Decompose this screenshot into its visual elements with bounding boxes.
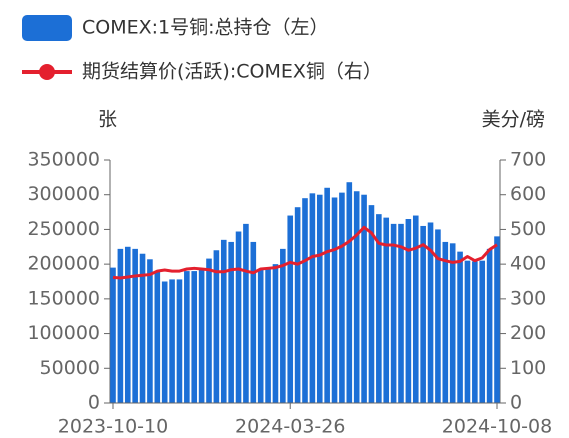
bar [302, 198, 308, 403]
bar [169, 279, 175, 403]
bar [243, 223, 249, 403]
bar [339, 192, 345, 403]
bar [494, 236, 500, 403]
legend-swatch [22, 15, 72, 41]
bar [184, 271, 190, 403]
bar [139, 253, 146, 403]
bar [427, 222, 434, 403]
y-tick-label: 250000 [27, 218, 100, 240]
bar [420, 225, 426, 403]
bar [449, 243, 456, 403]
bar [147, 259, 153, 403]
bar [346, 182, 353, 403]
bar [464, 260, 471, 403]
line [112, 225, 498, 280]
bar [287, 215, 294, 403]
bar [398, 223, 404, 403]
bar [361, 194, 367, 403]
bar [272, 264, 279, 403]
bar [390, 223, 397, 403]
y-tick-label: 100000 [27, 322, 100, 344]
bar [228, 241, 234, 403]
y2-tick-label: 600 [510, 183, 546, 205]
bar [324, 187, 330, 403]
y2-tick-label: 200 [510, 322, 546, 344]
bar [250, 241, 257, 403]
x-tick-label: 2023-10-10 [58, 416, 168, 438]
y2-axis-unit: 美分/磅 [482, 109, 545, 131]
y-tick-label: 200000 [27, 253, 100, 275]
bar [257, 269, 264, 403]
bar [486, 248, 493, 403]
bar [191, 271, 198, 403]
bar [479, 260, 486, 403]
bar [457, 251, 463, 403]
bar [132, 248, 138, 403]
y-tick-label: 300000 [27, 183, 100, 205]
bar [235, 231, 242, 403]
y-tick-label: 50000 [40, 357, 100, 379]
bar [176, 279, 183, 403]
bar [161, 281, 168, 403]
y2-tick-label: 700 [510, 149, 546, 171]
bar [368, 205, 375, 403]
bar [280, 248, 286, 403]
bar [265, 267, 271, 403]
bar [220, 239, 227, 403]
bar [405, 219, 412, 403]
bar [353, 191, 360, 403]
y-axis-unit: 张 [98, 109, 117, 131]
bar [383, 217, 390, 403]
bar [110, 267, 116, 403]
bar [442, 241, 449, 403]
y2-tick-label: 400 [510, 253, 546, 275]
bar [309, 193, 316, 403]
x-tick-label: 2024-10-08 [442, 416, 552, 438]
y2-tick-label: 300 [510, 287, 546, 309]
bar [376, 214, 382, 403]
y-tick-label: 150000 [27, 287, 100, 309]
bar [206, 258, 212, 403]
bar [412, 215, 419, 403]
bar [316, 194, 323, 403]
y2-tick-label: 0 [510, 392, 522, 414]
bar [472, 261, 478, 403]
y-tick-label: 350000 [27, 149, 100, 171]
legend-swatch [39, 64, 55, 80]
x-tick-label: 2024-03-26 [235, 416, 345, 438]
bar [117, 248, 124, 403]
bar [435, 229, 441, 403]
bar [198, 269, 205, 403]
bar [213, 250, 220, 403]
bar [154, 271, 161, 403]
legend-label: 期货结算价(活跃):COMEX铜（右） [82, 61, 382, 83]
y2-tick-label: 100 [510, 357, 546, 379]
bar [294, 207, 301, 403]
bar [124, 246, 131, 403]
y-tick-label: 0 [88, 392, 100, 414]
y2-tick-label: 500 [510, 218, 546, 240]
bar [331, 197, 338, 403]
legend-label: COMEX:1号铜:总持仓（左） [82, 17, 329, 39]
